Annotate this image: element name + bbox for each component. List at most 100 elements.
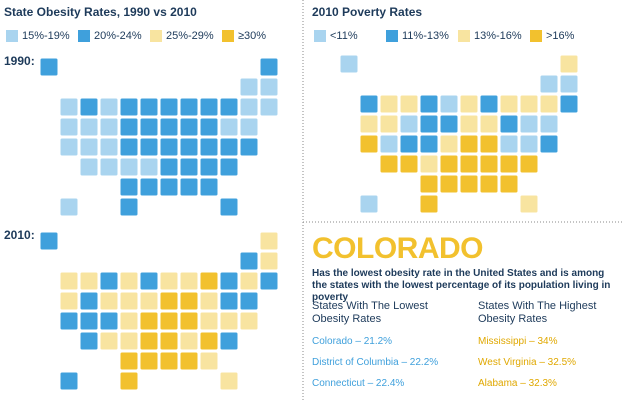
legend-label: 20%-24% [94, 30, 142, 42]
state-tile [159, 291, 179, 311]
map-label: 1990: [4, 54, 35, 68]
legend-swatch [386, 30, 398, 42]
state-tile [379, 114, 399, 134]
legend-swatch [78, 30, 90, 42]
state-tile [119, 371, 139, 391]
state-tile [199, 331, 219, 351]
state-tile [499, 134, 519, 154]
state-tile [139, 97, 159, 117]
state-tile [259, 251, 279, 271]
state-tile [219, 157, 239, 177]
state-tile [179, 157, 199, 177]
state-tile [179, 117, 199, 137]
state-tile [79, 271, 99, 291]
state-tile [359, 114, 379, 134]
state-tile [359, 194, 379, 214]
state-tile [519, 134, 539, 154]
state-tile [119, 331, 139, 351]
state-tile [119, 311, 139, 331]
state-tile [199, 311, 219, 331]
state-tile [59, 197, 79, 217]
state-tile [99, 157, 119, 177]
state-tile [439, 94, 459, 114]
state-tile [79, 331, 99, 351]
legend-swatch [6, 30, 18, 42]
state-tile [119, 157, 139, 177]
state-tile [119, 117, 139, 137]
state-tile [119, 351, 139, 371]
state-tile [539, 134, 559, 154]
state-tile [539, 114, 559, 134]
list-item: District of Columbia – 22.2% [312, 357, 439, 368]
state-tile [59, 371, 79, 391]
state-tile [139, 157, 159, 177]
state-tile [399, 114, 419, 134]
state-tile [379, 154, 399, 174]
state-tile [199, 351, 219, 371]
state-tile [219, 197, 239, 217]
state-tile [39, 57, 59, 77]
legend-swatch [530, 30, 542, 42]
legend-label: 13%-16% [474, 30, 522, 42]
state-tile [99, 97, 119, 117]
state-tile [459, 154, 479, 174]
state-tile [139, 311, 159, 331]
state-tile [99, 311, 119, 331]
highlight-state: COLORADO [312, 232, 484, 265]
state-tile [439, 134, 459, 154]
map-label: 2010: [4, 228, 35, 242]
state-tile [159, 137, 179, 157]
list-item: Colorado – 21.2% [312, 336, 393, 347]
state-tile [139, 271, 159, 291]
state-tile [179, 311, 199, 331]
state-tile [179, 351, 199, 371]
state-tile [399, 154, 419, 174]
state-tile [379, 94, 399, 114]
state-tile [79, 117, 99, 137]
list-heading: States With The Lowest Obesity Rates [312, 300, 428, 325]
legend-swatch [150, 30, 162, 42]
state-tile [199, 97, 219, 117]
state-tile [139, 331, 159, 351]
state-tile [439, 154, 459, 174]
state-tile [119, 177, 139, 197]
state-tile [159, 271, 179, 291]
state-tile [179, 137, 199, 157]
legend-swatch [222, 30, 234, 42]
state-tile [59, 137, 79, 157]
list-item: West Virginia – 32.5% [478, 357, 577, 368]
legend-label: ≥30% [238, 30, 266, 42]
state-tile [119, 97, 139, 117]
state-tile [499, 154, 519, 174]
state-tile [539, 94, 559, 114]
state-tile [179, 177, 199, 197]
state-tile [199, 117, 219, 137]
legend-label: >16% [546, 30, 575, 42]
legend-swatch [458, 30, 470, 42]
poverty-title: 2010 Poverty Rates [312, 5, 422, 19]
state-tile [219, 271, 239, 291]
state-tile [219, 331, 239, 351]
state-tile [179, 97, 199, 117]
state-tile [339, 54, 359, 74]
legend-swatch [314, 30, 326, 42]
state-tile [59, 97, 79, 117]
state-tile [479, 94, 499, 114]
state-tile [419, 134, 439, 154]
state-tile [259, 77, 279, 97]
state-tile [239, 117, 259, 137]
state-tile [139, 291, 159, 311]
state-tile [559, 74, 579, 94]
state-tile [199, 157, 219, 177]
state-tile [519, 154, 539, 174]
state-tile [79, 157, 99, 177]
state-tile [159, 351, 179, 371]
state-tile [119, 197, 139, 217]
state-tile [259, 97, 279, 117]
state-tile [79, 137, 99, 157]
state-tile [139, 351, 159, 371]
state-tile [499, 94, 519, 114]
state-tile [219, 137, 239, 157]
